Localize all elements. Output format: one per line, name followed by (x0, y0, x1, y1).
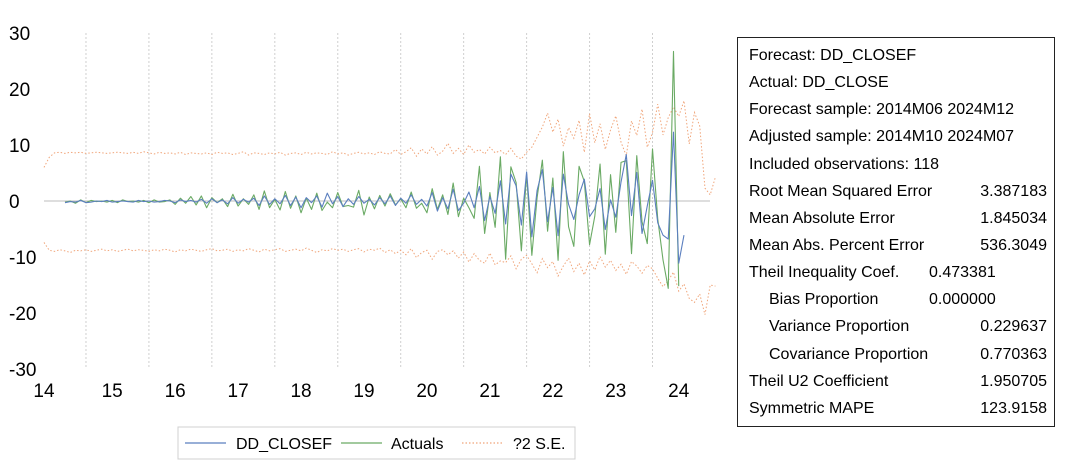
y-tick-label: 20 (9, 80, 30, 101)
y-tick-label: 10 (9, 136, 30, 157)
stat-label: Theil U2 Coefficient (749, 372, 889, 390)
stat-label: Forecast: DD_CLOSEF (749, 47, 917, 64)
actuals-series-line (64, 50, 680, 289)
x-tick-label: 16 (165, 381, 186, 402)
x-tick-label: 18 (290, 381, 311, 402)
stat-label: Root Mean Squared Error (749, 182, 933, 200)
stat-label: Variance Proportion (769, 318, 910, 336)
y-tick-label: -30 (9, 360, 36, 381)
stat-row-included-observations: Included observations: 118 (749, 151, 1054, 178)
stat-row-mape: Mean Abs. Percent Error 536.3049 (749, 232, 1054, 259)
stat-row-symmetric-mape: Symmetric MAPE 123.9158 (749, 395, 1054, 422)
stat-value: 1.950705 (980, 372, 1047, 390)
stat-value: 0.473381 (929, 264, 996, 282)
y-axis-tick-labels: 30 20 10 0 -10 -20 -30 (9, 24, 36, 381)
x-tick-label: 20 (416, 381, 437, 402)
forecast-evaluation-stats: Forecast: DD_CLOSEF Actual: DD_CLOSE For… (737, 37, 1055, 427)
series-lines (64, 50, 685, 289)
stat-value: 0.229637 (980, 318, 1047, 336)
stat-row-covariance-proportion: Covariance Proportion 0.770363 (749, 341, 1054, 368)
stat-row-theil-inequality: Theil Inequality Coef. 0.473381 (749, 259, 1054, 286)
legend-label-forecast: DD_CLOSEF (236, 436, 332, 453)
stat-label: Adjusted sample: 2014M10 2024M07 (749, 128, 1015, 146)
stat-row-mae: Mean Absolute Error 1.845034 (749, 205, 1054, 232)
y-tick-label: 30 (9, 24, 30, 45)
stat-row-forecast: Forecast: DD_CLOSEF (749, 42, 1054, 69)
stat-row-actual: Actual: DD_CLOSE (749, 69, 1054, 96)
x-tick-label: 14 (33, 381, 55, 402)
chart-legend: DD_CLOSEF Actuals ?2 S.E. (177, 426, 576, 460)
legend-label-actuals: Actuals (391, 436, 443, 453)
stat-label: Mean Abs. Percent Error (749, 236, 925, 254)
y-tick-label: -10 (9, 248, 36, 269)
stat-row-rmse: Root Mean Squared Error 3.387183 (749, 178, 1054, 205)
stat-value: 3.387183 (980, 182, 1047, 200)
stat-label: Mean Absolute Error (749, 209, 895, 227)
x-axis-tick-labels: 14 15 16 17 18 19 20 21 22 23 24 (33, 381, 689, 402)
x-tick-label: 21 (479, 381, 500, 402)
stat-label: Theil Inequality Coef. (749, 264, 900, 282)
stat-row-theil-u2: Theil U2 Coefficient 1.950705 (749, 368, 1054, 395)
stat-value: 0.770363 (980, 345, 1047, 363)
stat-row-forecast-sample: Forecast sample: 2014M06 2024M12 (749, 96, 1054, 123)
legend-frame (177, 426, 576, 460)
stat-value: 123.9158 (980, 399, 1047, 417)
x-tick-label: 24 (668, 381, 690, 402)
se-band-lower-line (43, 242, 716, 315)
x-tick-label: 17 (228, 381, 249, 402)
x-tick-label: 23 (605, 381, 626, 402)
stat-label: Forecast sample: 2014M06 2024M12 (749, 101, 1015, 119)
legend-label-se-band: ?2 S.E. (513, 436, 565, 453)
stat-value: 0.000000 (929, 291, 996, 309)
y-tick-label: -20 (9, 304, 36, 325)
stat-label: Covariance Proportion (769, 345, 929, 363)
stat-value: 536.3049 (980, 236, 1047, 254)
se-band-lines (43, 100, 716, 315)
x-tick-label: 22 (542, 381, 563, 402)
stat-row-bias-proportion: Bias Proportion 0.000000 (749, 286, 1054, 313)
y-tick-label: 0 (9, 192, 20, 213)
stat-label: Bias Proportion (769, 291, 879, 309)
forecast-series-line (64, 131, 685, 264)
x-tick-label: 15 (102, 381, 123, 402)
x-tick-label: 19 (353, 381, 374, 402)
stat-value: 1.845034 (980, 209, 1047, 227)
stat-row-variance-proportion: Variance Proportion 0.229637 (749, 313, 1054, 340)
stat-label: Symmetric MAPE (749, 399, 875, 417)
stat-row-adjusted-sample: Adjusted sample: 2014M10 2024M07 (749, 123, 1054, 150)
stat-label: Actual: DD_CLOSE (749, 74, 889, 92)
stat-label: Included observations: 118 (749, 155, 940, 173)
se-band-upper-line (43, 100, 716, 196)
